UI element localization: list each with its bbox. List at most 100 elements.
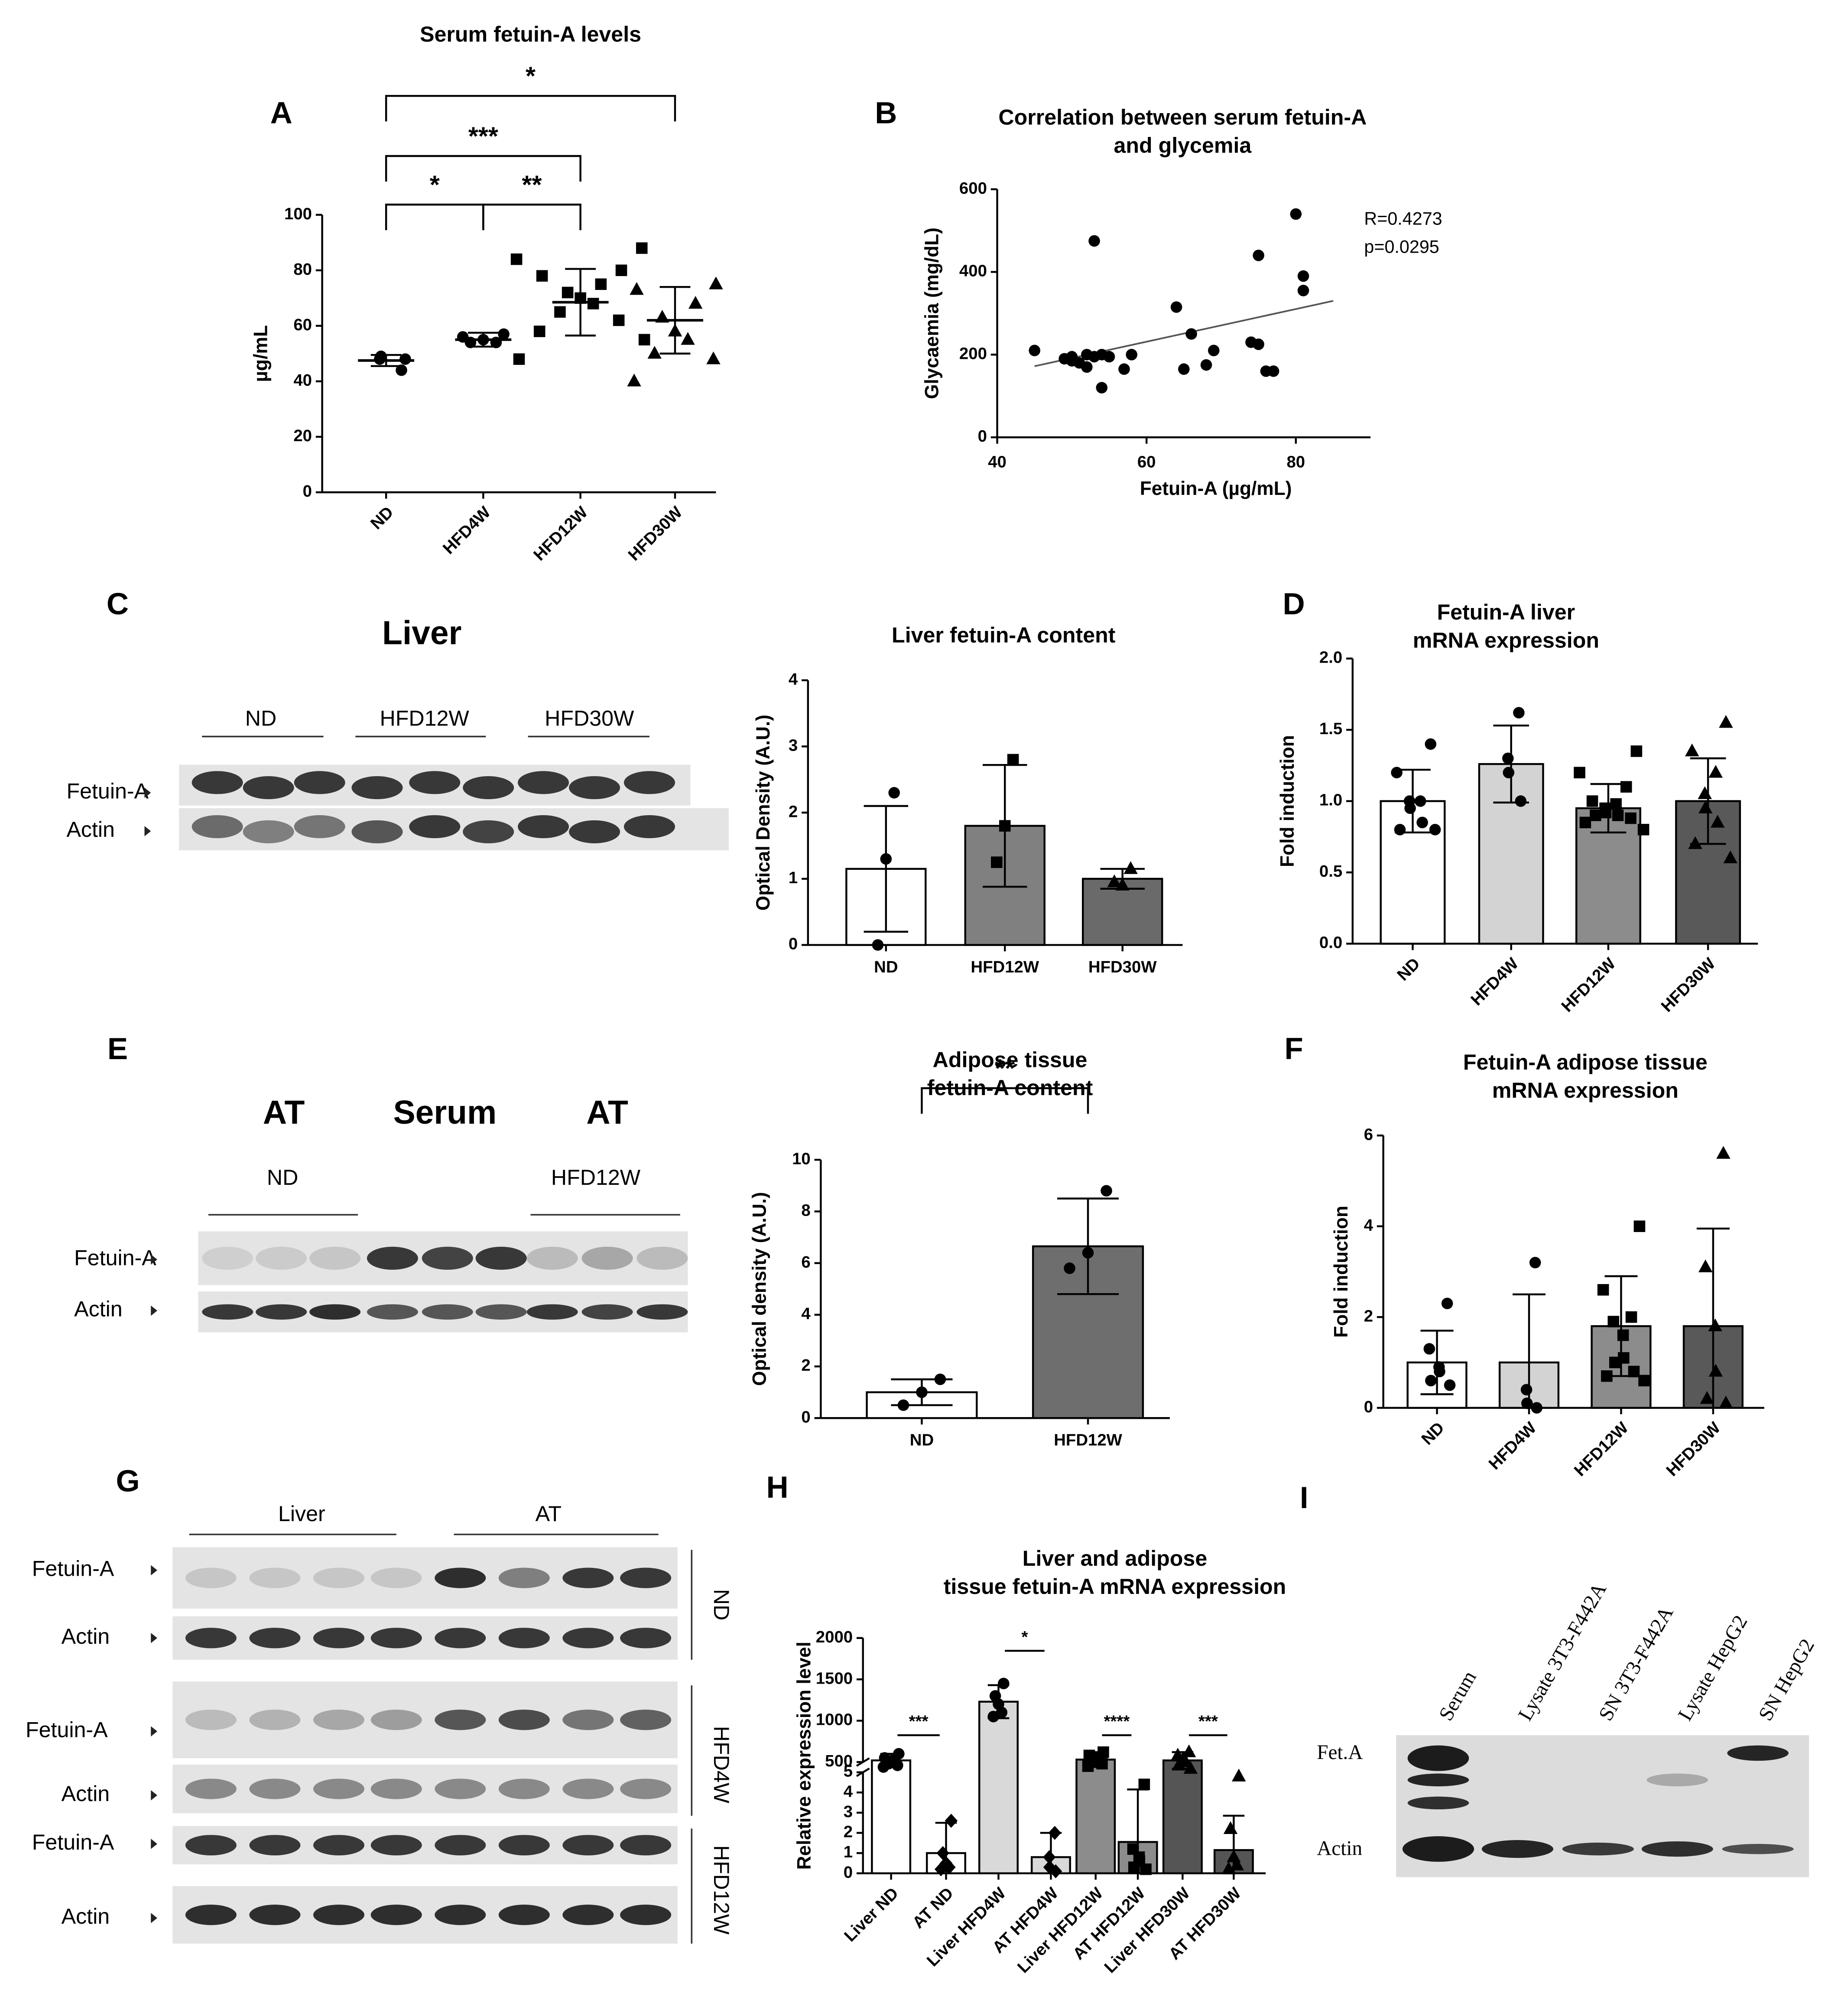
data-point [513, 353, 525, 365]
blot-band [463, 820, 514, 843]
blot-group: ND [267, 1165, 298, 1190]
y-tick-label: 2 [801, 1356, 810, 1375]
data-point [1513, 707, 1525, 719]
chart-title: Serum fetuin-A levels [420, 22, 641, 46]
y-tick-label: 0.0 [1319, 933, 1342, 952]
data-point [1140, 1863, 1152, 1875]
y-axis-label: µg/mL [250, 325, 272, 382]
data-point [638, 334, 650, 346]
data-point [1617, 1329, 1629, 1341]
data-point [498, 328, 510, 340]
blot-band [185, 1710, 237, 1730]
data-point [688, 296, 703, 309]
blot-band [498, 1904, 550, 1925]
panel-letter: F [1284, 1032, 1303, 1066]
y-tick-label: 2 [789, 802, 798, 821]
blot-band [620, 1710, 672, 1730]
y-axis-label: Fold induction [1331, 1206, 1352, 1338]
blot-band [370, 1628, 422, 1649]
chart-title: Liver fetuin-A content [892, 623, 1116, 647]
data-point [630, 282, 644, 295]
blot-band [463, 776, 514, 800]
arrowhead [144, 787, 151, 798]
panel-letter: A [270, 96, 292, 130]
y-tick-label: 0 [789, 935, 798, 953]
significance-label: * [1022, 1628, 1028, 1646]
data-point [1521, 1397, 1533, 1409]
y-tick-label: 2.0 [1319, 648, 1342, 667]
data-point [1723, 850, 1737, 863]
significance-label: *** [909, 1712, 929, 1731]
data-point [1172, 1757, 1186, 1771]
arrowhead [151, 1565, 157, 1576]
blot-band [498, 1779, 550, 1799]
y-axis-label: Optical density (A.U.) [749, 1192, 770, 1386]
y-tick-label: 1500 [816, 1669, 853, 1688]
blot-group: HFD12W [709, 1845, 734, 1935]
bar [978, 1701, 1019, 1874]
blot-row-label: Actin [1317, 1837, 1362, 1860]
blot-tissue: AT [536, 1502, 562, 1526]
data-point [1520, 1384, 1533, 1396]
data-point [1579, 816, 1591, 829]
blot-band [185, 1779, 237, 1799]
data-point [1185, 328, 1197, 340]
blot-row-label: Fetuin-A [74, 1246, 156, 1270]
data-point [1529, 1257, 1541, 1268]
data-point [999, 820, 1011, 832]
blot-band [249, 1710, 301, 1730]
blot-band [243, 820, 294, 843]
blot-band [1727, 1745, 1789, 1761]
blot-band [569, 820, 620, 843]
data-point [510, 253, 523, 265]
blot-band [581, 1246, 633, 1270]
y-tick-label: 0 [303, 482, 312, 501]
blot-group: HFD30W [545, 706, 634, 730]
panel-letter: D [1283, 587, 1305, 621]
chart-title: Correlation between serum fetuin-A [998, 105, 1367, 130]
blot-tissue: AT [586, 1094, 628, 1131]
blot-band [256, 1246, 307, 1270]
blot-band [475, 1304, 527, 1320]
arrowhead [151, 1790, 157, 1801]
data-point [1297, 285, 1309, 296]
blot-band [435, 1835, 486, 1856]
data-point [1607, 1316, 1620, 1327]
data-point [1138, 1779, 1150, 1790]
blot-band [623, 771, 675, 794]
blot-band [623, 815, 675, 839]
y-axis-label: Glycaemia (mg/dL) [922, 228, 943, 399]
blot-band [370, 1567, 422, 1588]
y-tick-label: 8 [801, 1201, 810, 1220]
blot-band [185, 1567, 237, 1588]
data-point [1698, 800, 1713, 813]
blot-background [172, 1764, 678, 1814]
x-tick-label: HFD12W [1054, 1431, 1122, 1450]
data-point [1716, 1146, 1731, 1159]
data-point [1638, 1375, 1650, 1387]
data-point [1700, 1391, 1714, 1404]
blot-band [249, 1567, 301, 1588]
data-point [1223, 1821, 1238, 1834]
data-point [1049, 1864, 1062, 1879]
blot-row-label: Actin [66, 817, 115, 842]
blot-band [313, 1567, 364, 1588]
blot-band [422, 1246, 473, 1270]
significance-bracket [385, 155, 581, 182]
blot-band [526, 1246, 578, 1270]
blot-band [313, 1779, 364, 1799]
data-point [1253, 338, 1264, 350]
y-tick-label: 200 [959, 344, 987, 363]
data-point [1423, 1343, 1435, 1355]
blot-band [243, 776, 294, 800]
data-point [1688, 836, 1702, 849]
data-point [533, 325, 545, 337]
x-tick-label: 40 [988, 452, 1007, 471]
data-point [1123, 861, 1138, 874]
y-tick-label: 60 [293, 315, 312, 334]
blot-band [1407, 1745, 1469, 1771]
significance-label: *** [1198, 1712, 1218, 1731]
data-point [1178, 363, 1190, 375]
blot-band [422, 1304, 473, 1320]
